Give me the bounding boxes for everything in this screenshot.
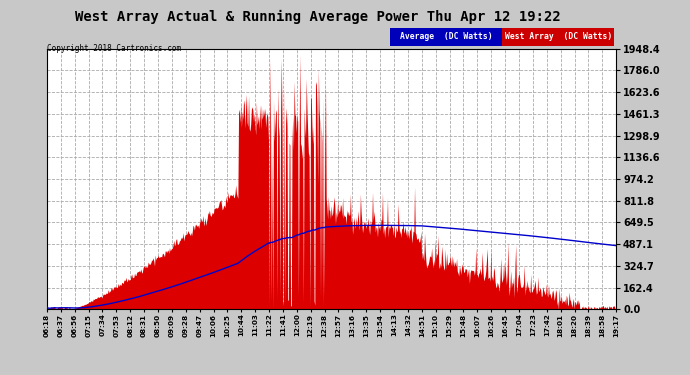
Text: Copyright 2018 Cartronics.com: Copyright 2018 Cartronics.com [47, 44, 181, 53]
Text: West Array  (DC Watts): West Array (DC Watts) [504, 32, 612, 41]
Text: Average  (DC Watts): Average (DC Watts) [400, 32, 493, 41]
Text: West Array Actual & Running Average Power Thu Apr 12 19:22: West Array Actual & Running Average Powe… [75, 9, 560, 24]
